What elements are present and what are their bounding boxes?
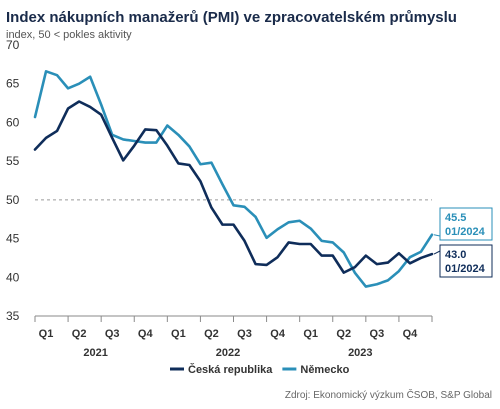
annotation-value: 43.0 (445, 249, 466, 261)
quarter-label: Q4 (403, 328, 419, 340)
y-tick-label: 35 (6, 309, 20, 323)
annotation-leader (433, 250, 441, 255)
quarter-label: Q3 (370, 328, 385, 340)
annotations: 45.5 01/2024 43.0 01/2024 (433, 207, 493, 278)
legend: Česká republika Německo (170, 363, 350, 376)
y-axis: 35 40 45 50 55 60 65 70 (6, 38, 20, 323)
legend-label: Česká republika (188, 363, 273, 376)
series-line-ceska-republika (33, 100, 434, 274)
quarter-label: Q1 (303, 328, 318, 340)
series-layer (33, 70, 434, 288)
quarter-label: Q4 (138, 328, 154, 340)
year-label: 2021 (83, 347, 107, 359)
annotation-date: 01/2024 (445, 263, 486, 275)
series-line-nemecko (33, 70, 434, 288)
annotation-value: 45.5 (445, 212, 466, 224)
quarter-labels: Q1 Q2 Q3 Q4 Q1 Q2 Q3 Q4 Q1 Q2 Q3 Q4 (39, 328, 418, 340)
quarter-label: Q2 (336, 328, 351, 340)
quarter-label: Q3 (237, 328, 252, 340)
annotation-leader (433, 234, 441, 237)
annotation-box (439, 207, 493, 241)
quarter-label: Q3 (105, 328, 120, 340)
chart-subtitle: index, 50 < pokles aktivity (6, 29, 132, 41)
y-tick-label: 55 (6, 154, 20, 168)
y-tick-label: 65 (6, 77, 20, 91)
annotation-box (439, 244, 493, 278)
quarter-label: Q2 (72, 328, 87, 340)
y-tick-label: 50 (6, 193, 20, 207)
y-tick-label: 40 (6, 270, 20, 284)
year-labels: 2021 2022 2023 (83, 347, 372, 359)
legend-label: Německo (300, 364, 349, 376)
quarter-label: Q4 (270, 328, 286, 340)
quarter-label: Q1 (39, 328, 54, 340)
y-tick-label: 45 (6, 232, 20, 246)
y-tick-label: 70 (6, 38, 20, 52)
y-tick-label: 60 (6, 115, 20, 129)
year-label: 2023 (348, 347, 372, 359)
x-axis-ticks (34, 316, 433, 322)
quarter-label: Q1 (171, 328, 186, 340)
source-note: Zdroj: Ekonomický výzkum ČSOB, S&P Globa… (285, 388, 492, 401)
annotation-date: 01/2024 (445, 226, 486, 238)
quarter-label: Q2 (204, 328, 219, 340)
chart-title: Index nákupních manažerů (PMI) ve zpraco… (6, 9, 457, 26)
year-label: 2022 (216, 347, 240, 359)
